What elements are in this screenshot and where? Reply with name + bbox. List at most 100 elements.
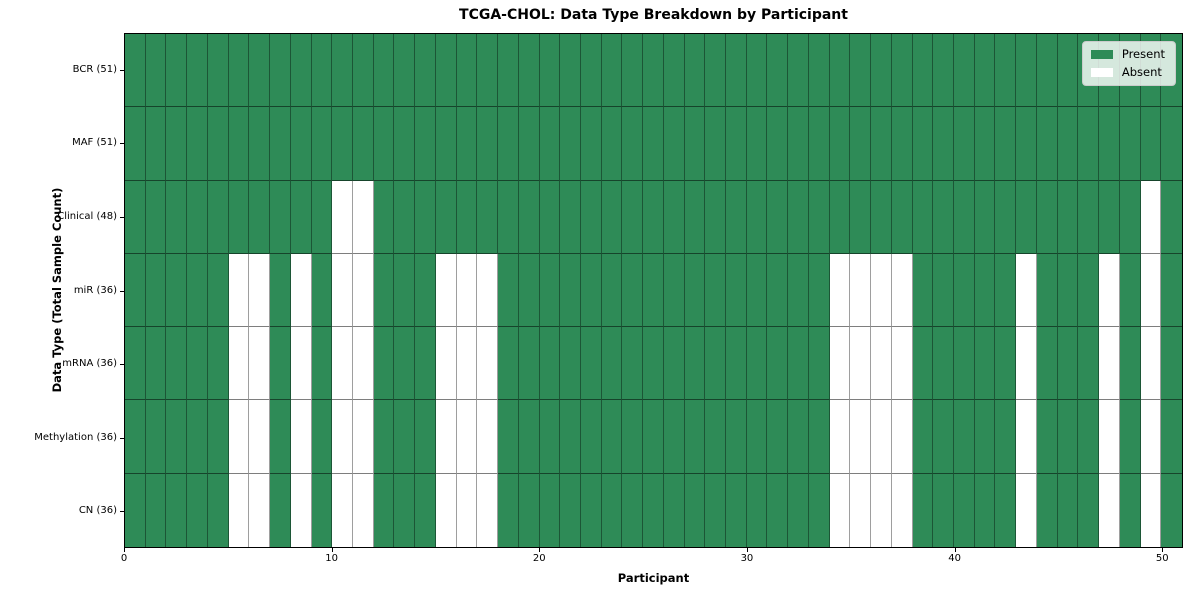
heatmap-cell	[477, 107, 499, 181]
heatmap-cell	[746, 180, 768, 254]
heatmap-cell	[954, 180, 975, 254]
heatmap-cell	[912, 34, 934, 108]
heatmap-cell	[539, 327, 561, 401]
heatmap-cell	[829, 473, 851, 547]
heatmap-cell	[207, 400, 229, 474]
heatmap-cell	[663, 107, 685, 181]
heatmap-cell	[705, 180, 727, 254]
heatmap-cell	[1161, 107, 1182, 181]
heatmap-cell	[726, 400, 747, 474]
heatmap-cell	[187, 473, 208, 547]
y-tick-label: MAF (51)	[72, 137, 117, 149]
heatmap-cell	[622, 180, 644, 254]
heatmap-cell	[891, 180, 913, 254]
plot-area: Present Absent	[124, 33, 1183, 548]
heatmap-cell	[995, 180, 1017, 254]
heatmap-cell	[435, 400, 457, 474]
heatmap-cell	[912, 180, 934, 254]
heatmap-cell	[456, 107, 478, 181]
heatmap-cell	[1140, 107, 1162, 181]
heatmap-cell	[1078, 400, 1100, 474]
heatmap-cell	[394, 107, 416, 181]
heatmap-cell	[1119, 180, 1141, 254]
heatmap-cell	[477, 180, 499, 254]
heatmap-cell	[498, 253, 519, 328]
heatmap-cell	[995, 253, 1017, 328]
chart-title: TCGA-CHOL: Data Type Breakdown by Partic…	[459, 7, 848, 23]
heatmap-cell	[1016, 107, 1037, 181]
legend-label: Absent	[1121, 65, 1162, 79]
heatmap-cell	[1140, 400, 1162, 474]
heatmap-cell	[1016, 253, 1037, 328]
heatmap-cell	[373, 400, 395, 474]
x-tick-mark	[539, 548, 541, 552]
heatmap-cell	[311, 400, 333, 474]
heatmap-cell	[643, 107, 664, 181]
heatmap-cell	[187, 180, 208, 254]
heatmap-cell	[477, 327, 499, 401]
heatmap-cell	[1099, 400, 1120, 474]
x-tick-label: 0	[120, 553, 128, 564]
heatmap-cell	[663, 180, 685, 254]
heatmap-cell	[332, 180, 353, 254]
heatmap-cell	[435, 253, 457, 328]
heatmap-cell	[808, 327, 830, 401]
heatmap-cell	[145, 107, 167, 181]
heatmap-cell	[1119, 400, 1141, 474]
heatmap-cell	[891, 107, 913, 181]
heatmap-cell	[498, 180, 519, 254]
heatmap-cell	[643, 180, 664, 254]
heatmap-cell	[684, 107, 706, 181]
y-tick-mark	[120, 364, 124, 366]
heatmap-cell	[850, 180, 872, 254]
heatmap-cell	[684, 180, 706, 254]
heatmap-cell	[726, 253, 747, 328]
legend-item-absent: Absent	[1090, 65, 1165, 79]
heatmap-cell	[1099, 107, 1120, 181]
heatmap-cell	[1119, 253, 1141, 328]
heatmap-cell	[1057, 34, 1079, 108]
heatmap-cell	[311, 473, 333, 547]
heatmap-cell	[228, 107, 250, 181]
heatmap-cell	[415, 473, 436, 547]
heatmap-cell	[1036, 34, 1058, 108]
heatmap-cell	[456, 400, 478, 474]
heatmap-cell	[415, 180, 436, 254]
heatmap-cell	[125, 400, 146, 474]
heatmap-cell	[601, 180, 623, 254]
heatmap-cell	[290, 327, 312, 401]
y-tick-label: miR (36)	[73, 284, 117, 296]
heatmap-cell	[829, 107, 851, 181]
heatmap-cell	[1036, 327, 1058, 401]
heatmap-cell	[850, 473, 872, 547]
heatmap-cell	[580, 400, 602, 474]
heatmap-cell	[995, 327, 1017, 401]
heatmap-cell	[166, 34, 188, 108]
heatmap-cell	[601, 253, 623, 328]
heatmap-cell	[311, 34, 333, 108]
heatmap-cell	[767, 473, 789, 547]
heatmap-cell	[912, 107, 934, 181]
heatmap-cell	[933, 327, 955, 401]
heatmap-cell	[332, 327, 353, 401]
heatmap-cell	[767, 400, 789, 474]
heatmap-cell	[498, 473, 519, 547]
heatmap-cell	[891, 253, 913, 328]
heatmap-cell	[1078, 107, 1100, 181]
heatmap-cell	[1099, 180, 1120, 254]
heatmap-cell	[145, 180, 167, 254]
heatmap-cell	[746, 400, 768, 474]
heatmap-cell	[1016, 473, 1037, 547]
heatmap-cell	[145, 34, 167, 108]
heatmap-cell	[974, 34, 996, 108]
heatmap-cell	[954, 327, 975, 401]
y-tick-mark	[120, 143, 124, 145]
heatmap-cell	[684, 253, 706, 328]
heatmap-cell	[974, 253, 996, 328]
heatmap-cell	[933, 253, 955, 328]
heatmap-cell	[788, 34, 809, 108]
y-tick-mark	[120, 290, 124, 292]
heatmap-cell	[705, 107, 727, 181]
heatmap-cell	[995, 34, 1017, 108]
x-tick-mark	[331, 548, 333, 552]
